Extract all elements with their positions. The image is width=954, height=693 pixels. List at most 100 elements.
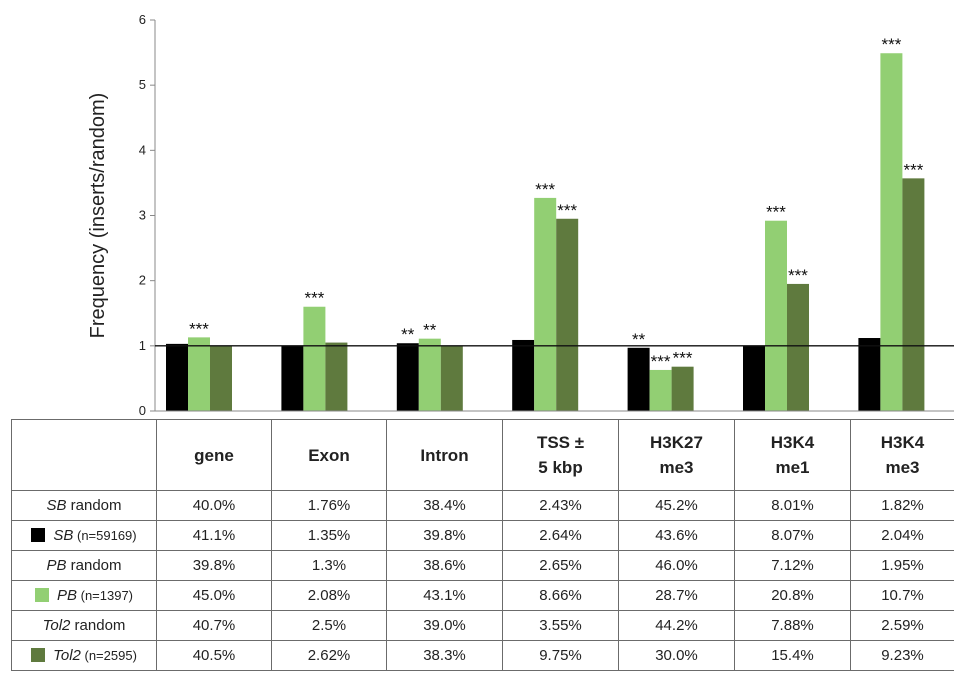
- significance-label: ***: [535, 180, 555, 199]
- table-cell: 8.07%: [734, 520, 851, 551]
- table-cell: 9.23%: [850, 640, 954, 671]
- table-cell: 2.08%: [271, 580, 387, 611]
- category-label-line2: 5 kbp: [538, 458, 583, 477]
- table-cell: 39.8%: [386, 520, 503, 551]
- y-tick-label: 2: [139, 273, 146, 288]
- table-corner-cell: [11, 419, 157, 491]
- table-cell: 15.4%: [734, 640, 851, 671]
- y-tick-label: 3: [139, 208, 146, 223]
- row-label: Tol2 (n=2595): [11, 640, 157, 671]
- table-row: Tol2 (n=2595) 40.5% 2.62% 38.3% 9.75% 30.0% 15…: [11, 640, 954, 671]
- table-cell: 40.7%: [156, 610, 272, 641]
- row-label-count: (n=1397): [77, 588, 134, 603]
- row-label-name: Tol2: [42, 617, 71, 634]
- table-cell: 45.0%: [156, 580, 272, 611]
- table-cell: 1.76%: [271, 490, 387, 521]
- table-cell: 2.64%: [502, 520, 619, 551]
- table-cell: 40.0%: [156, 490, 272, 521]
- table-cell: 1.3%: [271, 550, 387, 581]
- row-label: SB random: [11, 490, 157, 521]
- y-axis-title: Frequency (inserts/random): [87, 93, 109, 339]
- table-cell: 39.8%: [156, 550, 272, 581]
- significance-label: **: [401, 325, 415, 344]
- table-cell: 9.75%: [502, 640, 619, 671]
- significance-label: ***: [766, 203, 786, 222]
- table-cell: 2.65%: [502, 550, 619, 581]
- y-tick-label: 6: [139, 12, 146, 27]
- table-cell: 2.5%: [271, 610, 387, 641]
- bar-pb: [303, 306, 326, 411]
- y-tick-label: 5: [139, 77, 146, 92]
- table-cell: 10.7%: [850, 580, 954, 611]
- table-cell: 7.12%: [734, 550, 851, 581]
- bar-pb: [188, 337, 210, 411]
- significance-label: ***: [304, 289, 324, 308]
- table-cell: 38.3%: [386, 640, 503, 671]
- significance-label: ***: [881, 35, 901, 54]
- category-label-line1: gene: [194, 445, 234, 465]
- bar-pb: [880, 53, 903, 412]
- table-cell: 20.8%: [734, 580, 851, 611]
- table-row: Tol2 random 40.7% 2.5% 39.0% 3.55% 44.2% 7.88%…: [11, 610, 954, 641]
- category-header: gene: [156, 419, 272, 491]
- frequency-table: gene Exon Intron TSS ±5 kbp H3K27 me3 H3K4 me1 H…: [11, 419, 954, 671]
- category-header: TSS ± 5 kbp: [502, 419, 619, 491]
- bar-tol2: [210, 345, 232, 411]
- table-cell: 41.1%: [156, 520, 272, 551]
- table-cell: 2.59%: [850, 610, 954, 641]
- y-tick-label: 0: [139, 403, 146, 418]
- table-row: PB random 39.8% 1.3% 38.6% 2.65% 46.0% 7.12% 1.…: [11, 550, 954, 581]
- table-cell: 44.2%: [618, 610, 735, 641]
- table-cell: 38.6%: [386, 550, 503, 581]
- category-header: Intron: [386, 419, 503, 491]
- category-label-line1: H3K4: [770, 433, 815, 452]
- significance-label: ***: [651, 352, 671, 371]
- category-label-line1: H3K4: [880, 433, 925, 452]
- row-label-name: SB: [46, 497, 67, 514]
- category-label-line1: Intron: [420, 445, 469, 465]
- table-cell: 8.01%: [734, 490, 851, 521]
- bar-sb: [627, 347, 650, 411]
- significance-label: **: [423, 321, 437, 340]
- row-label: SB (n=59169): [11, 520, 157, 551]
- table-cell: 8.66%: [502, 580, 619, 611]
- bar-sb: [166, 343, 188, 411]
- table-cell: 40.5%: [156, 640, 272, 671]
- row-label-count: (n=2595): [80, 648, 137, 663]
- table-cell: 2.62%: [271, 640, 387, 671]
- table-cell: 1.95%: [850, 550, 954, 581]
- table-row: SB random 40.0% 1.76% 38.4% 2.43% 45.2% 8.01% 1…: [11, 490, 954, 521]
- table-cell: 43.1%: [386, 580, 503, 611]
- category-header: Exon: [271, 419, 387, 491]
- row-label-name: SB: [53, 527, 74, 544]
- category-header: H3K4 me1: [734, 419, 851, 491]
- table-cell: 39.0%: [386, 610, 503, 641]
- category-label-line1: Exon: [308, 445, 350, 465]
- category-label-line1: TSS ±: [536, 433, 585, 452]
- significance-label: ***: [557, 201, 577, 220]
- table-cell: 2.04%: [850, 520, 954, 551]
- table-row: PB (n=1397) 45.0% 2.08% 43.1% 8.66% 28.7% 20.8…: [11, 580, 954, 611]
- bar-tol2: [556, 218, 579, 411]
- table-cell: 46.0%: [618, 550, 735, 581]
- bar-tol2: [787, 283, 809, 411]
- category-label-line2: me3: [659, 458, 694, 477]
- table-cell: 3.55%: [502, 610, 619, 641]
- row-label: Tol2 random: [11, 610, 157, 641]
- bar-sb: [512, 339, 535, 411]
- legend-swatch-sb: [31, 528, 46, 542]
- bar-sb: [858, 338, 881, 411]
- row-label-suffix: random: [66, 497, 122, 514]
- y-tick-label: 4: [139, 142, 146, 157]
- bar-tol2: [440, 345, 463, 411]
- bar-pb: [534, 197, 557, 411]
- bar-sb: [396, 343, 419, 411]
- significance-label: ***: [903, 160, 923, 179]
- bar-pb: [649, 369, 672, 411]
- category-header: H3K27 me3: [618, 419, 735, 491]
- row-label-name: PB: [46, 557, 67, 574]
- bar-sb: [281, 345, 304, 411]
- legend-swatch-pb: [34, 588, 49, 602]
- table-cell: 45.2%: [618, 490, 735, 521]
